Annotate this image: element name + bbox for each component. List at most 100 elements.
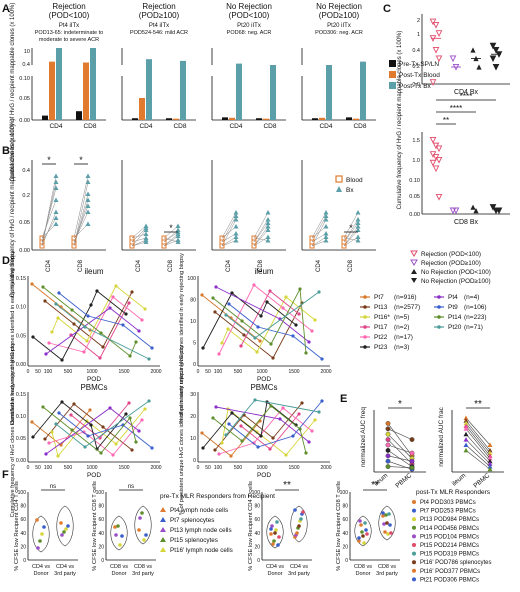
series-point-pt9 (57, 291, 61, 295)
panel-c-ylabel: Cumulative frequency of HvG / recipient … (397, 31, 403, 210)
series-point-pt22 (281, 306, 285, 310)
pair-line (387, 428, 413, 440)
series-point-pt23 (31, 435, 35, 439)
series-line-pt4 (215, 286, 310, 343)
x-tick-label: CD4 vs (32, 564, 50, 570)
panel-a-ylabel: Cumulative frequency of HvG / recipient … (10, 3, 16, 182)
legend-marker (412, 534, 416, 539)
legend-marker (160, 547, 166, 552)
point (113, 525, 117, 529)
tick-label: 80 (98, 504, 104, 510)
tick-label: 20 (254, 544, 260, 550)
series-point-pt16 (50, 330, 54, 334)
point-blood (71, 243, 77, 249)
point-bx (143, 237, 149, 242)
tick-label: 0.4 (412, 48, 420, 54)
point-ileum (463, 420, 469, 426)
series-point-pt4 (214, 285, 218, 289)
series-point-pt9 (121, 323, 125, 327)
x-tick-label: 1000 (256, 465, 267, 471)
point-pbmc (409, 437, 415, 442)
point-pbmc (409, 465, 415, 471)
point-bx (265, 234, 271, 239)
legend-swatch-post-blood (389, 71, 396, 78)
panel-a-subtitle: Pt20 iITx (327, 23, 351, 29)
tick-label: 0.00 (409, 212, 420, 218)
legend-swatch-norej-high (411, 269, 417, 274)
series-point-pt16 (114, 284, 118, 288)
pair-line (387, 455, 413, 462)
bar-pre-tx-sp-ln (312, 118, 318, 120)
series-point-pt14 (240, 319, 244, 323)
legend-marker (412, 551, 416, 556)
series-point-pt13 (242, 333, 246, 337)
tick-label: 100 (340, 490, 349, 496)
series-point-pt7 (258, 339, 262, 343)
series-point-pt23 (89, 303, 93, 307)
point (381, 514, 385, 518)
series-point-pt14 (269, 404, 273, 408)
x-tick-label: 0 (27, 465, 30, 471)
tick-label: 0.00 (19, 248, 30, 254)
series-point-pt22 (47, 341, 51, 345)
point-bx (265, 224, 271, 229)
point-bx (53, 209, 59, 214)
series-line-pt13 (44, 403, 133, 451)
point-bx (323, 238, 329, 243)
tick-label: 80 (190, 298, 196, 304)
panel-a: Cumulative frequency of HvG / recipient … (10, 2, 440, 181)
point-bx (265, 220, 271, 225)
series-point-pt20 (147, 357, 151, 361)
legend-n: (n=5) (394, 314, 409, 321)
x-tick-label: 1500 (118, 369, 129, 375)
point-ileum (385, 453, 391, 459)
panel-d-title: ileum (254, 267, 273, 276)
tick-label: 20 (190, 414, 196, 420)
series-point-pt22 (82, 430, 86, 434)
bar-post-tx-bx (56, 48, 62, 120)
point (35, 518, 39, 522)
sig-star: * (169, 223, 173, 233)
bar-post-tx-bx (180, 60, 186, 120)
point (359, 523, 363, 527)
point-bx (265, 227, 271, 232)
series-line-pt23 (32, 401, 127, 450)
tick-label: 30 (190, 392, 196, 398)
x-tick-label: PBMC (472, 472, 491, 490)
x-tick-label: 2000 (320, 465, 331, 471)
series-point-pt14 (304, 351, 308, 355)
bar-pre-tx-sp-ln (256, 118, 262, 120)
x-tick-label: CD8 vs (110, 564, 128, 570)
legend-label: Pt16* (374, 314, 390, 321)
panel-d-ylabel-left-top: Cumulative frequency of HvG clones ident… (10, 250, 16, 425)
point (435, 156, 443, 164)
panel-c: Cumulative frequency of HvG / recipient … (397, 14, 510, 285)
legend-marker (412, 543, 416, 547)
point (387, 512, 391, 516)
bar-post-tx-bx (360, 61, 366, 120)
series-point-pt9 (291, 434, 295, 438)
x-tick-label: 500 (234, 369, 243, 375)
point-ileum (463, 423, 469, 429)
point-bx (233, 238, 239, 243)
point-ileum (385, 437, 391, 442)
point (38, 539, 42, 543)
series-point-pt22 (140, 318, 144, 322)
panel-a-subtitle: POD13-65: indeterminate to (35, 30, 103, 36)
tick-label: 0.10 (16, 414, 26, 420)
legend-marker-pt16 (363, 315, 367, 319)
legend-rej-high: Rejection (POD<100) (421, 251, 481, 258)
tick-label: 100 (252, 490, 261, 496)
x-tick-label: CD4 (229, 123, 242, 130)
point-bx (323, 217, 329, 222)
point (362, 541, 366, 545)
series-point-pt9 (227, 422, 231, 426)
point-bx (53, 197, 59, 202)
pair-line (221, 212, 237, 239)
point (382, 522, 386, 526)
legend-label: Pt13 lymph node cells (170, 527, 232, 534)
bar-post-tx-blood (319, 117, 325, 120)
tick-label: 0.10 (19, 76, 30, 82)
legend-label: Pt4 (448, 294, 458, 301)
series-point-pt20 (224, 433, 228, 437)
